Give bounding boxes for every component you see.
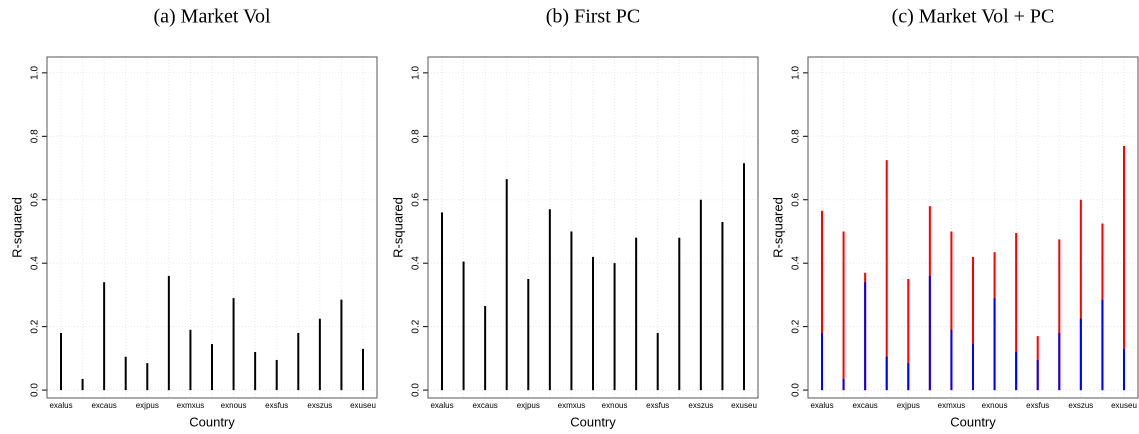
x-tick-label: exszus [1068, 401, 1093, 410]
chart-title: (a) Market Vol [153, 6, 270, 28]
y-tick-label: 0.4 [411, 256, 422, 270]
x-tick-label: exjpus [517, 401, 540, 410]
y-tick-label: 0.0 [791, 383, 802, 397]
plot-frame [46, 56, 378, 399]
x-tick-label: exnous [221, 401, 247, 410]
y-tick-label: 1.0 [411, 65, 422, 79]
y-tick-label: 0.8 [30, 129, 41, 143]
x-tick-label: exalus [430, 401, 453, 410]
x-tick-label: excaus [852, 401, 877, 410]
x-tick-label: excaus [91, 401, 116, 410]
x-tick-label: exmxus [177, 401, 205, 410]
x-tick-label: exsfus [265, 401, 288, 410]
y-tick-label: 0.0 [411, 383, 422, 397]
y-tick-label: 0.6 [411, 192, 422, 206]
chart-title: (c) Market Vol + PC [892, 6, 1055, 28]
x-axis-label: Country [570, 414, 616, 429]
y-tick-label: 0.0 [30, 383, 41, 397]
y-axis-label: R-squared [390, 197, 405, 258]
y-tick-label: 1.0 [791, 65, 802, 79]
x-tick-label: exuseu [350, 401, 376, 410]
y-tick-label: 0.2 [411, 319, 422, 333]
y-tick-label: 1.0 [30, 65, 41, 79]
chart-title: (b) First PC [546, 6, 640, 28]
y-tick-label: 0.2 [30, 319, 41, 333]
x-tick-label: exszus [688, 401, 713, 410]
x-axis-label: Country [189, 414, 235, 429]
x-tick-label: exuseu [731, 401, 757, 410]
plot-frame [427, 56, 759, 399]
y-axis-label: R-squared [9, 197, 24, 258]
x-tick-label: exsfus [1026, 401, 1049, 410]
x-tick-label: exmxus [938, 401, 966, 410]
y-tick-label: 0.8 [791, 129, 802, 143]
x-tick-label: excaus [472, 401, 497, 410]
y-tick-label: 0.8 [411, 129, 422, 143]
y-tick-label: 0.2 [791, 319, 802, 333]
y-axis-label: R-squared [770, 197, 785, 258]
x-tick-label: exjpus [897, 401, 920, 410]
x-tick-label: exmxus [558, 401, 586, 410]
y-tick-label: 0.6 [30, 192, 41, 206]
x-tick-label: exnous [602, 401, 628, 410]
y-tick-label: 0.4 [791, 256, 802, 270]
x-tick-label: exnous [982, 401, 1008, 410]
plot-frame [807, 56, 1139, 399]
y-tick-label: 0.6 [791, 192, 802, 206]
x-tick-label: exuseu [1111, 401, 1137, 410]
x-tick-label: exszus [307, 401, 332, 410]
x-tick-label: exjpus [136, 401, 159, 410]
x-axis-label: Country [950, 414, 996, 429]
x-tick-label: exsfus [646, 401, 669, 410]
y-tick-label: 0.4 [30, 256, 41, 270]
x-tick-label: exalus [810, 401, 833, 410]
x-tick-label: exalus [49, 401, 72, 410]
